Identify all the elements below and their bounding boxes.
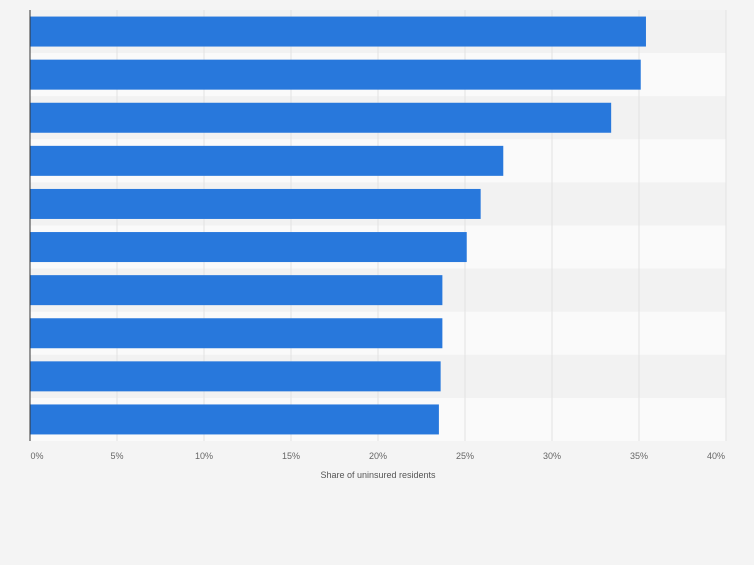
x-tick-label: 5%: [110, 451, 123, 461]
x-tick-label: 30%: [543, 451, 561, 461]
bar[interactable]: [30, 59, 641, 90]
bar[interactable]: [30, 145, 504, 176]
bar[interactable]: [30, 404, 439, 435]
bar[interactable]: [30, 232, 467, 263]
bar[interactable]: [30, 318, 443, 349]
x-tick-label: 35%: [630, 451, 648, 461]
x-tick-label: 0%: [30, 451, 43, 461]
bar[interactable]: [30, 16, 646, 47]
x-tick-label: 25%: [456, 451, 474, 461]
bars: [30, 16, 646, 435]
bar[interactable]: [30, 188, 481, 219]
bar[interactable]: [30, 361, 441, 392]
bar[interactable]: [30, 275, 443, 306]
x-tick-labels: 0% 5% 10% 15% 20% 25% 30% 35% 40%: [30, 451, 725, 461]
x-tick-label: 40%: [707, 451, 725, 461]
x-tick-label: 20%: [369, 451, 387, 461]
bar[interactable]: [30, 102, 612, 133]
x-tick-label: 15%: [282, 451, 300, 461]
x-tick-label: 10%: [195, 451, 213, 461]
x-axis-title: Share of uninsured residents: [320, 470, 436, 480]
